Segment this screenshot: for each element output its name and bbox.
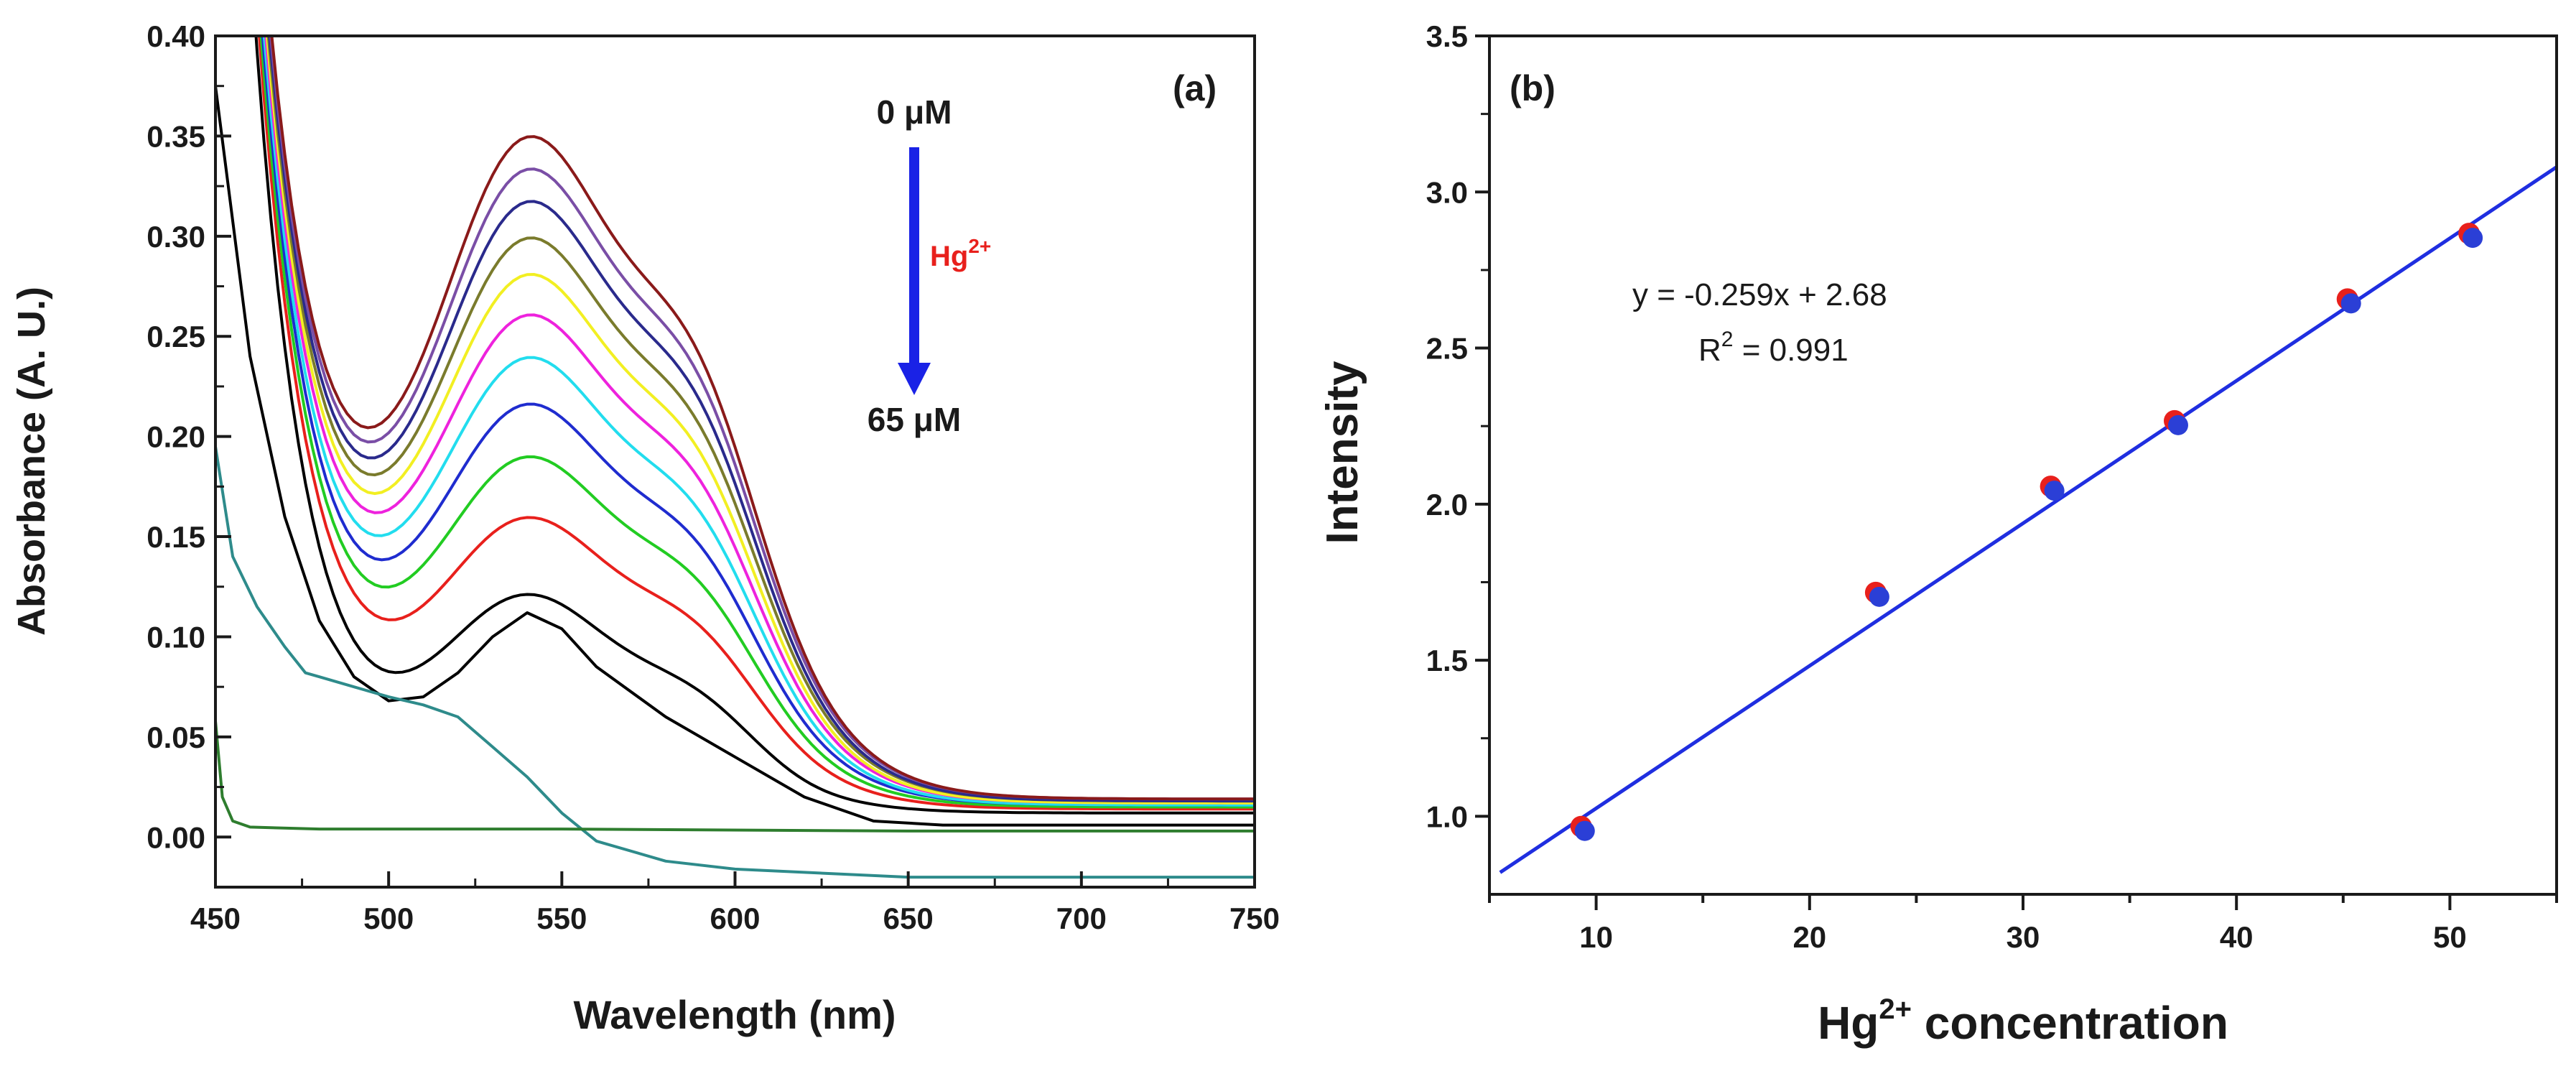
panel-a-ylabel: Absorbance (A. U.)	[10, 287, 53, 636]
panel-b-xtick-label: 30	[2007, 920, 2040, 954]
panel-a-xtick-label: 700	[1056, 902, 1107, 935]
panel-a-xtick-label: 750	[1229, 902, 1280, 935]
fit-equation: y = -0.259x + 2.68	[1632, 277, 1887, 312]
panel-a-xtick-label: 650	[883, 902, 934, 935]
data-point-blue	[2044, 481, 2065, 501]
panel-b-ytick-label: 1.0	[1426, 800, 1468, 833]
fit-r2-value: = 0.991	[1733, 333, 1848, 368]
panel-b-ytick-label: 2.0	[1426, 488, 1468, 522]
spectrum-line-2	[258, 36, 1255, 811]
panel-b-ylabel: Intensity	[1318, 361, 1367, 544]
panel-a-ytick-label: 0.35	[147, 119, 205, 153]
data-point-blue	[2167, 414, 2188, 435]
spectrum-line-10	[269, 36, 1255, 801]
panel-a-label: (a)	[1173, 68, 1217, 108]
fit-r2-label: R	[1698, 333, 1721, 368]
panel-a-ticks: 450 500 550 600 650 700 750 0.00 0.05 0.10 0.15 0.2…	[147, 19, 1280, 935]
panel-a-annotation-top: 0 μM	[877, 93, 952, 131]
fit-line	[1499, 165, 2557, 874]
hg-arrow-label: Hg2+	[930, 235, 991, 272]
panel-b-ytick-label: 3.0	[1426, 175, 1468, 209]
green-curve	[215, 720, 1255, 833]
hg-arrow-label-sup: 2+	[968, 235, 991, 257]
panel-a-xtick-label: 500	[363, 902, 414, 935]
panel-a-ytick-label: 0.20	[147, 420, 205, 454]
panel-b-xtick-label: 40	[2220, 920, 2254, 954]
spectrum-line-7	[265, 36, 1255, 805]
panel-b-content	[1499, 165, 2557, 874]
panel-a-chart: 450 500 550 600 650 700 750 0.00 0.05 0.10 0.15 0.2…	[10, 19, 1280, 1037]
panel-b-xtick-label: 20	[1792, 920, 1826, 954]
spectrum-line-1	[254, 36, 1255, 815]
panel-b-ytick-label: 2.5	[1426, 332, 1468, 366]
panel-a-ytick-label: 0.40	[147, 19, 205, 53]
panel-b-ytick-label: 3.5	[1426, 19, 1468, 53]
spectrum-line-4	[261, 36, 1255, 807]
panel-b-xlabel: Hg2+ concentration	[1818, 993, 2228, 1049]
panel-a-xtick-label: 450	[190, 902, 241, 935]
panel-b-xlabel-rest: concentration	[1912, 997, 2228, 1049]
panel-a-ytick-label: 0.30	[147, 220, 205, 254]
panel-b-frame	[1488, 34, 2558, 896]
spectrum-line-9	[268, 36, 1255, 803]
fit-r2: R2 = 0.991	[1698, 328, 1849, 368]
data-point-blue	[2340, 293, 2361, 314]
spectrum-line-5	[262, 36, 1255, 807]
panel-b-xlabel-sup: 2+	[1879, 993, 1912, 1025]
data-point-blue	[1574, 820, 1595, 841]
data-point-blue	[2463, 228, 2483, 249]
panel-b-ticks: 10 20 30 40 50 1.0 1.5 2.0 2.5 3.0 3.5	[1426, 19, 2558, 954]
fit-r2-sup: 2	[1721, 328, 1734, 351]
panel-a-curves	[215, 36, 1255, 879]
panel-a-xtick-label: 550	[536, 902, 587, 935]
black-baseline-curve	[215, 85, 1255, 827]
panel-a-xlabel: Wavelength (nm)	[573, 992, 896, 1037]
teal-curve	[215, 446, 1255, 879]
panel-a-annotation-bottom: 65 μM	[868, 401, 961, 438]
data-point-blue	[1869, 586, 1889, 607]
panel-a-ytick-label: 0.15	[147, 520, 205, 554]
panel-a-ytick-label: 0.10	[147, 620, 205, 654]
panel-b-ytick-label: 1.5	[1426, 644, 1468, 677]
panel-a-ytick-label: 0.25	[147, 320, 205, 353]
hg-arrow-label-ion: Hg	[930, 241, 968, 272]
spectrum-line-11	[270, 36, 1255, 801]
panel-a-ytick-label: 0.05	[147, 720, 205, 754]
panel-b-xtick-label: 50	[2433, 920, 2467, 954]
panel-a-ytick-label: 0.00	[147, 820, 205, 854]
panel-b-label: (b)	[1510, 68, 1556, 108]
panel-b-xlabel-ion: Hg	[1818, 997, 1879, 1049]
spectrum-line-6	[264, 36, 1255, 805]
spectrum-line-8	[266, 36, 1255, 803]
panel-a-xtick-label: 600	[710, 902, 760, 935]
concentration-arrow-head	[898, 363, 931, 395]
panel-b-chart: 10 20 30 40 50 1.0 1.5 2.0 2.5 3.0 3.5 (b) y = -0.…	[1318, 19, 2558, 1049]
panel-b-xtick-label: 10	[1579, 920, 1613, 954]
spectrum-line-3	[259, 36, 1255, 809]
